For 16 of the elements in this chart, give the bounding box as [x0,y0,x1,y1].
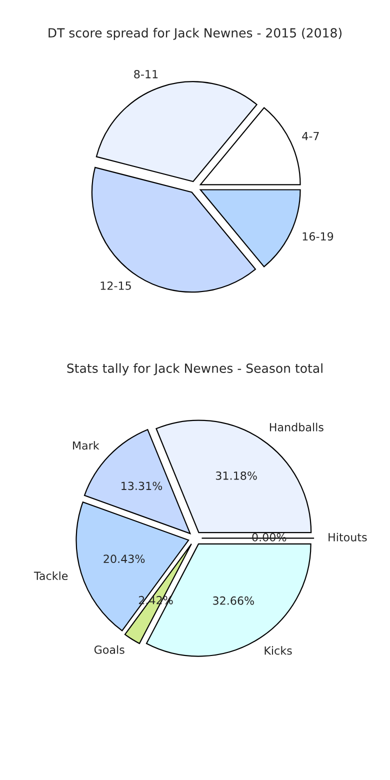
category-label: Hitouts [328,532,367,542]
data-label: 32.66% [213,596,254,605]
slice-label: 16-19 [302,232,334,241]
data-label: 20.43% [104,554,145,564]
chart-title: DT score spread for Jack Newnes - 2015 (2018) [48,28,342,40]
slice-label: 8-11 [134,70,158,78]
slice-label: 4-7 [302,132,319,140]
slice-label: Handballs [270,422,324,432]
slice-label: Tackle [34,571,68,580]
slice-label: Kicks [264,646,292,655]
slice-label: 12-15 [100,281,131,290]
slice-label: Mark [73,441,100,450]
slice-label: Goals [94,645,124,654]
data-label: 13.31% [122,482,162,490]
data-label: 31.18% [216,471,257,480]
chart-title: Stats tally for Jack Newnes - Season total [67,363,322,376]
